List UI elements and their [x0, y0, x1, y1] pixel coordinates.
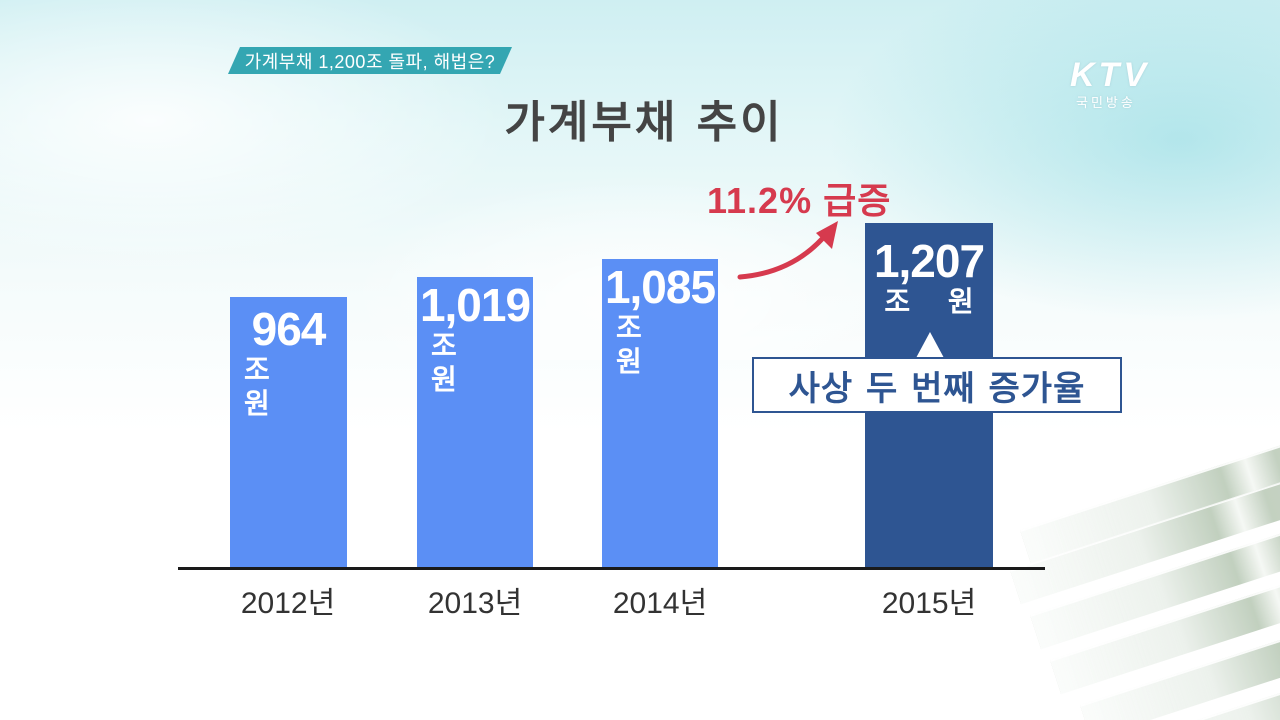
chart-title: 가계부채 추이	[504, 97, 784, 148]
x-label-2012: 2012년	[240, 587, 336, 620]
money-stacks-image	[990, 420, 1280, 720]
record-growth-callout: 사상 두 번째 증가율	[752, 357, 1122, 413]
x-label-2013: 2013년	[427, 587, 523, 620]
bar-value: 1,019	[419, 279, 531, 331]
bar-value: 1,207	[873, 235, 985, 287]
logo-main: KTV	[1070, 56, 1150, 94]
callout-text: 사상 두 번째 증가율	[788, 368, 1086, 409]
ktv-logo: KTV 국민방송	[1070, 56, 1190, 111]
topic-banner-text: 가계부채 1,200조 돌파, 해법은?	[244, 51, 496, 72]
callout-pointer	[916, 332, 944, 358]
bar-unit: 조 원	[616, 311, 656, 378]
bar-2012: 964 조 원	[230, 297, 347, 567]
x-axis-line	[178, 567, 1045, 570]
bar-2013: 1,019 조 원	[417, 277, 533, 567]
topic-banner: 가계부채 1,200조 돌파, 해법은?	[228, 47, 512, 74]
bar-unit: 조 원	[244, 353, 284, 420]
bar-2014: 1,085 조 원	[602, 259, 718, 567]
bar-value: 964	[251, 303, 327, 355]
growth-annotation: 11.2% 급증	[707, 180, 892, 221]
x-label-2015: 2015년	[881, 587, 977, 620]
bar-value: 1,085	[604, 261, 716, 313]
logo-sub: 국민방송	[1076, 96, 1136, 111]
bar-unit: 조 원	[884, 285, 988, 318]
bar-unit: 조 원	[431, 329, 471, 396]
growth-arrow-icon	[737, 221, 838, 280]
x-label-2014: 2014년	[612, 587, 708, 620]
